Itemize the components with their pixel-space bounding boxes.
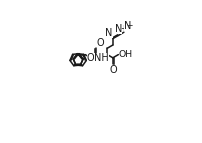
Text: NH: NH bbox=[94, 53, 109, 63]
Text: N: N bbox=[114, 24, 121, 34]
Text: N: N bbox=[105, 28, 112, 38]
Text: O: O bbox=[96, 38, 104, 48]
Text: N: N bbox=[124, 21, 131, 31]
Text: OH: OH bbox=[118, 50, 132, 59]
Text: −: − bbox=[125, 21, 132, 30]
Text: O: O bbox=[86, 53, 94, 63]
Text: +: + bbox=[120, 24, 126, 33]
Text: O: O bbox=[108, 64, 116, 75]
